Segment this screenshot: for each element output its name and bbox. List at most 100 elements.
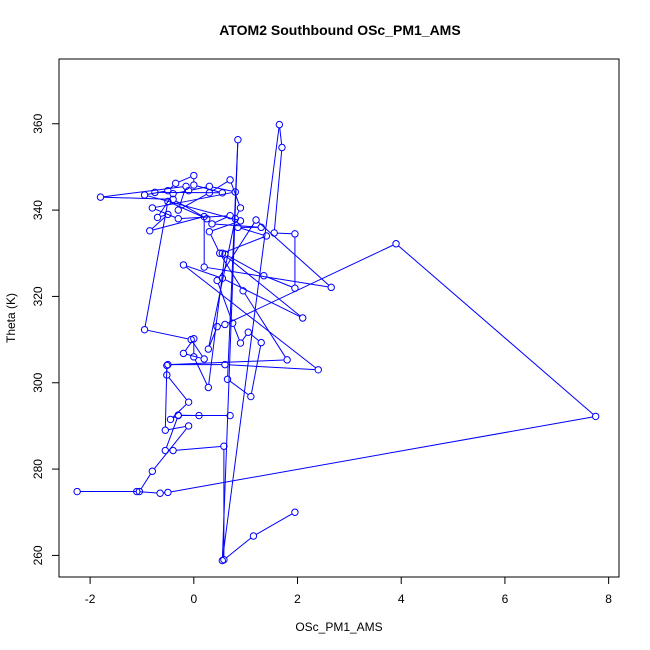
data-point xyxy=(190,353,198,361)
series-segment xyxy=(155,192,233,208)
data-point xyxy=(140,191,149,199)
series-segment xyxy=(147,190,165,195)
data-point xyxy=(200,355,208,363)
data-point xyxy=(205,227,214,236)
data-point xyxy=(291,284,299,292)
data-point xyxy=(164,210,172,219)
series-segment xyxy=(250,333,260,341)
series-segment xyxy=(222,127,280,558)
series-segment xyxy=(225,236,264,253)
series-segment xyxy=(211,181,228,192)
data-point xyxy=(171,179,180,188)
x-tick-label: 6 xyxy=(502,592,509,606)
data-point xyxy=(229,319,237,327)
data-point xyxy=(270,229,278,237)
data-point xyxy=(299,314,307,322)
data-point xyxy=(220,442,228,450)
data-point xyxy=(163,371,171,379)
series-line xyxy=(80,127,594,559)
data-point xyxy=(234,223,242,232)
series-segment xyxy=(255,513,293,535)
series-segment xyxy=(250,345,262,394)
series-segment xyxy=(168,426,186,431)
data-point xyxy=(96,193,105,201)
data-point xyxy=(164,488,172,497)
series-segment xyxy=(168,377,188,400)
data-point xyxy=(184,422,193,430)
data-point xyxy=(200,212,208,221)
data-point xyxy=(190,171,198,180)
series-segment xyxy=(244,293,286,358)
data-point xyxy=(153,213,162,222)
series-segment xyxy=(224,254,301,317)
data-point xyxy=(220,556,228,564)
data-point xyxy=(164,186,172,195)
series-segment xyxy=(273,150,283,230)
series-segment xyxy=(147,195,238,221)
series-segment xyxy=(279,127,283,145)
y-tick-label: 320 xyxy=(31,286,45,306)
data-point xyxy=(204,345,213,353)
data-point xyxy=(226,411,234,420)
data-point xyxy=(190,335,198,343)
x-tick-label: 0 xyxy=(190,592,197,606)
data-point xyxy=(184,186,193,195)
series-segment xyxy=(178,176,192,183)
x-axis: -2 0 2 4 6 8 xyxy=(85,576,612,606)
series-segment xyxy=(210,234,219,251)
series-segment xyxy=(176,445,221,451)
series-segment xyxy=(160,214,165,218)
y-axis-label: Theta (K) xyxy=(4,293,18,343)
data-point xyxy=(148,204,157,212)
data-point xyxy=(218,274,227,282)
y-tick-label: 340 xyxy=(31,200,45,220)
plot-area-frame xyxy=(58,58,620,578)
data-point xyxy=(148,467,157,475)
data-point xyxy=(156,489,164,497)
data-point xyxy=(257,223,265,232)
series-segment xyxy=(185,266,317,369)
series-segment xyxy=(170,202,205,218)
series-segment xyxy=(229,380,249,396)
data-point xyxy=(226,176,234,184)
data-point xyxy=(257,338,265,347)
data-point xyxy=(200,263,208,271)
series-segment xyxy=(151,216,166,230)
data-point xyxy=(244,328,252,336)
data-point xyxy=(140,325,149,334)
data-point xyxy=(249,532,258,540)
data-point xyxy=(133,487,141,496)
series-segment xyxy=(215,223,259,228)
data-point xyxy=(218,249,227,257)
data-point xyxy=(151,188,159,197)
series-segment xyxy=(169,185,174,189)
data-point xyxy=(314,366,322,374)
data-point xyxy=(164,360,172,369)
data-point xyxy=(252,216,260,224)
data-point xyxy=(231,188,239,196)
data-point xyxy=(260,271,268,280)
series-segment xyxy=(240,227,264,236)
series-segment xyxy=(224,279,301,318)
x-tick-label: 8 xyxy=(605,592,612,606)
data-point xyxy=(239,287,247,295)
data-point xyxy=(223,375,232,383)
data-point xyxy=(218,556,227,565)
series-segment xyxy=(266,276,293,288)
series-segment xyxy=(152,216,202,231)
series-segment xyxy=(144,204,168,327)
data-point xyxy=(327,283,335,292)
series-segment xyxy=(212,221,238,232)
series-segment xyxy=(170,416,593,493)
data-point xyxy=(205,182,214,191)
data-point xyxy=(204,383,213,392)
series-segment xyxy=(147,329,189,340)
series-segment xyxy=(214,216,228,224)
data-point xyxy=(221,320,229,329)
data-point xyxy=(591,412,600,421)
series-segment xyxy=(208,221,236,347)
data-point xyxy=(169,446,177,455)
x-tick-label: 4 xyxy=(398,592,405,606)
data-point xyxy=(174,215,182,223)
series-segment xyxy=(175,200,205,218)
